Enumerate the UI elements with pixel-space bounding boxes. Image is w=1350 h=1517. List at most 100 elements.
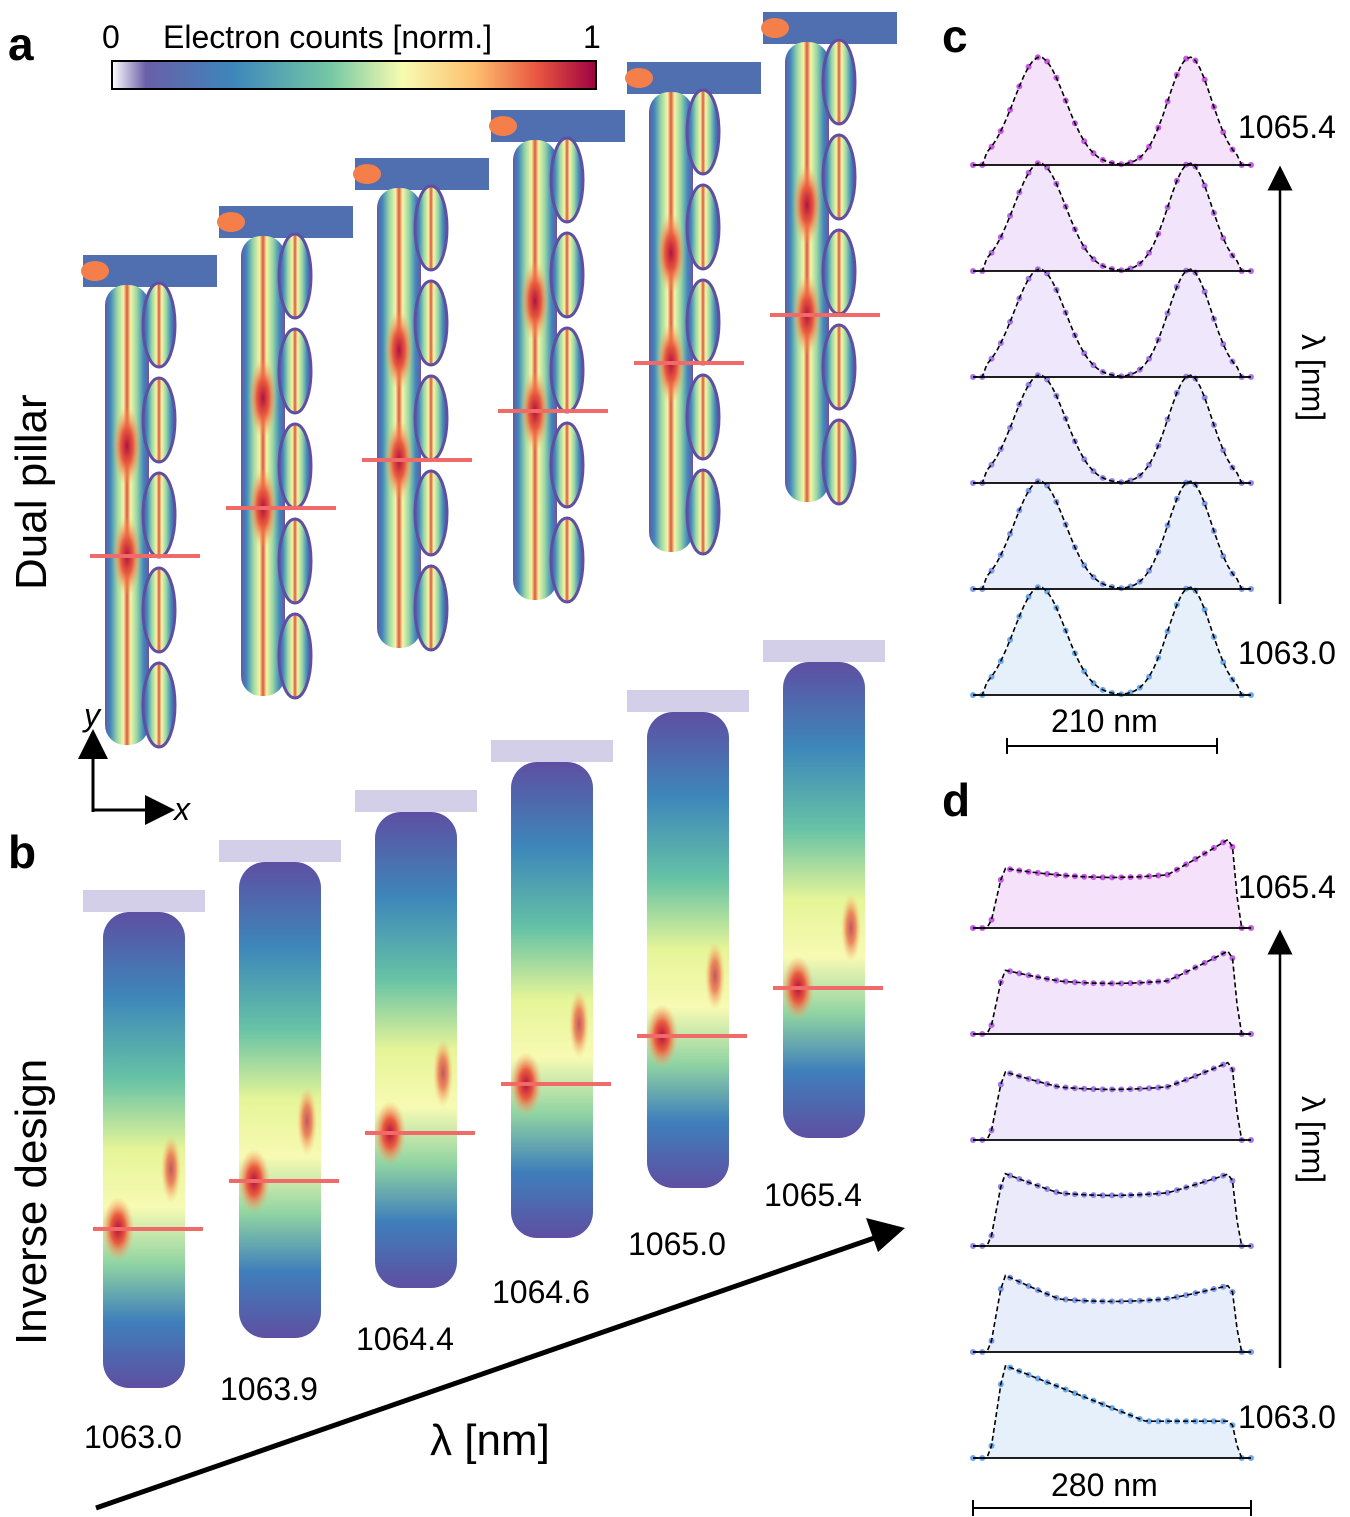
panel-c-scale-bar: 210 nm (1006, 703, 1218, 754)
lambda-arrow: λ [nm] (95, 1218, 905, 1511)
panel-c-profile-point-5-8 (1007, 106, 1014, 113)
panel-c-profile-point-5-42 (1164, 98, 1171, 105)
panel-d-profile-point-1-12 (1025, 1282, 1032, 1289)
dual-pillar-map-1065.0 (625, 62, 761, 556)
inverse-design-hotspot-right-1063.0 (161, 1135, 181, 1203)
panel-d-profile-point-0-30 (1109, 1404, 1115, 1411)
inverse-design-body-1064.4 (375, 812, 457, 1288)
dual-pillar-hotspot-upper-1063.0 (113, 406, 141, 486)
panel-d-bottom-wavelength: 1063.0 (1238, 1399, 1336, 1435)
xy-axes-indicator: y x (78, 697, 191, 827)
dual-pillar-lobe-1065.0-0 (685, 88, 721, 176)
panel-d-profile-point-0-22 (1071, 1390, 1078, 1397)
panel-d-profile-point-4-8 (1007, 968, 1014, 975)
dual-pillar-hotspot-upper-1065.0 (657, 213, 685, 293)
panel-c-profile-fill-2 (973, 375, 1251, 483)
dual-pillar-lobe-1063.9-1 (277, 327, 313, 415)
panel-d-profile-point-3-40 (1155, 1084, 1162, 1091)
row-label-inverse-design: Inverse design (7, 1059, 56, 1345)
panel-d-profile-2 (970, 1172, 1254, 1249)
panel-c-letter: c (942, 10, 968, 62)
panel-d-profile-point-4-50 (1201, 959, 1208, 966)
panel-c-profile-fill-1 (973, 481, 1251, 589)
panel-d-scale-bar: 280 nm (972, 1467, 1252, 1516)
panel-c-profile-0 (970, 584, 1254, 698)
dual-pillar-lobe-1065.4-3 (821, 323, 857, 411)
panel-c-profile-fit-0 (973, 586, 1251, 696)
panel-c-profile-point-4-34 (1127, 265, 1134, 272)
panel-a-heatmaps (81, 12, 897, 749)
dual-pillar-lobe-1064.6-2 (549, 326, 585, 414)
panel-d-profile-point-1-46 (1183, 1292, 1190, 1299)
panel-d-profile-0 (970, 1364, 1254, 1461)
panel-c-profiles (970, 54, 1254, 698)
panel-d-profile-point-2-50 (1201, 1178, 1208, 1185)
panel-c-profile-3 (970, 266, 1254, 380)
dual-pillar-lobe-1065.0-2 (685, 278, 721, 366)
panel-d-profile-point-1-34 (1127, 1298, 1134, 1305)
dual-pillar-bar-hotspot-1063.0 (81, 261, 109, 281)
panel-d-profile-point-4-52 (1210, 955, 1217, 962)
inverse-design-bar-1064.6 (491, 740, 613, 762)
panel-c-profile-point-5-34 (1127, 159, 1134, 166)
panel-d-profile-point-5-28 (1099, 874, 1106, 881)
panel-d-profile-point-4-22 (1071, 979, 1078, 986)
panel-d-profile-fill-0 (973, 1366, 1251, 1458)
panel-c-top-wavelength: 1065.4 (1238, 109, 1336, 145)
panel-b-letter: b (8, 826, 36, 878)
panel-d-profile-point-4-20 (1062, 978, 1069, 985)
colorbar-bar (111, 60, 597, 90)
panel-d-profile-fit-3 (973, 1061, 1251, 1141)
panel-d-profile-point-4-32 (1118, 980, 1125, 987)
wavelength-label-1064.4: 1064.4 (356, 1321, 454, 1357)
panel-d-profile-point-2-28 (1099, 1192, 1106, 1199)
x-axis-letter: x (172, 791, 191, 827)
dual-pillar-left-1065.0 (649, 92, 693, 552)
panel-c-profile-point-4-8 (1007, 212, 1014, 219)
inverse-design-map-1065.0 (627, 690, 749, 1188)
wavelength-label-1063.0: 1063.0 (84, 1419, 182, 1455)
panel-c-profile-fit-3 (973, 268, 1251, 378)
panel-b-heatmaps (83, 640, 885, 1388)
dual-pillar-bar-hotspot-1064.4 (353, 164, 381, 184)
panel-d-profiles (970, 838, 1254, 1461)
dual-pillar-lobe-1065.4-2 (821, 228, 857, 316)
inverse-design-body-1065.0 (647, 712, 729, 1188)
panel-d-profile-fill-3 (973, 1062, 1251, 1140)
inverse-design-hotspot-right-1065.4 (841, 894, 861, 962)
lambda-axis-label: λ [nm] (430, 1416, 550, 1465)
panel-d-profile-point-2-52 (1210, 1175, 1217, 1182)
dual-pillar-hotspot-upper-1065.4 (793, 165, 821, 245)
panel-c-profile-point-0-8 (1007, 636, 1014, 643)
dual-pillar-map-1065.4 (761, 12, 897, 506)
panel-d-profile-point-0-14 (1034, 1375, 1041, 1382)
panel-d-top-wavelength: 1065.4 (1238, 869, 1336, 905)
panel-c-profile-point-3-50 (1201, 288, 1208, 295)
panel-c-bottom-wavelength: 1063.0 (1238, 635, 1336, 671)
panel-c-profile-fill-0 (973, 587, 1251, 695)
panel-d-letter: d (942, 774, 970, 826)
dual-pillar-lobe-1064.4-2 (413, 374, 449, 462)
panel-d-profile-point-0-50 (1201, 1418, 1208, 1425)
dual-pillar-lobe-1064.4-0 (413, 184, 449, 272)
panel-d-profile-fill-2 (973, 1173, 1251, 1246)
colorbar-max-label: 1 (583, 19, 601, 55)
panel-c-profile-point-0-34 (1127, 689, 1134, 696)
panel-d-profile-point-2-42 (1164, 1189, 1171, 1196)
panel-d-profile-point-3-38 (1146, 1085, 1153, 1092)
panel-c-profile-point-2-50 (1201, 394, 1208, 401)
panel-d-profile-point-3-24 (1081, 1085, 1088, 1092)
panel-d-profile-point-1-20 (1062, 1296, 1069, 1303)
panel-d-profile-point-0-40 (1155, 1418, 1162, 1425)
panel-c-profile-fit-4 (973, 162, 1251, 272)
panel-d-profile-5 (970, 838, 1254, 931)
panel-c-profile-2 (970, 372, 1254, 486)
panel-d-profile-point-5-18 (1053, 871, 1060, 878)
panel-c-profile-5 (970, 54, 1254, 168)
panel-d-profile-point-5-14 (1034, 869, 1041, 876)
panel-d-profile-point-0-52 (1210, 1418, 1217, 1425)
panel-c-profile-point-3-8 (1007, 318, 1014, 325)
panel-d-profile-point-2-30 (1109, 1192, 1115, 1199)
panel-d-profile-point-4-44 (1173, 973, 1180, 980)
y-axis-letter: y (82, 697, 102, 733)
